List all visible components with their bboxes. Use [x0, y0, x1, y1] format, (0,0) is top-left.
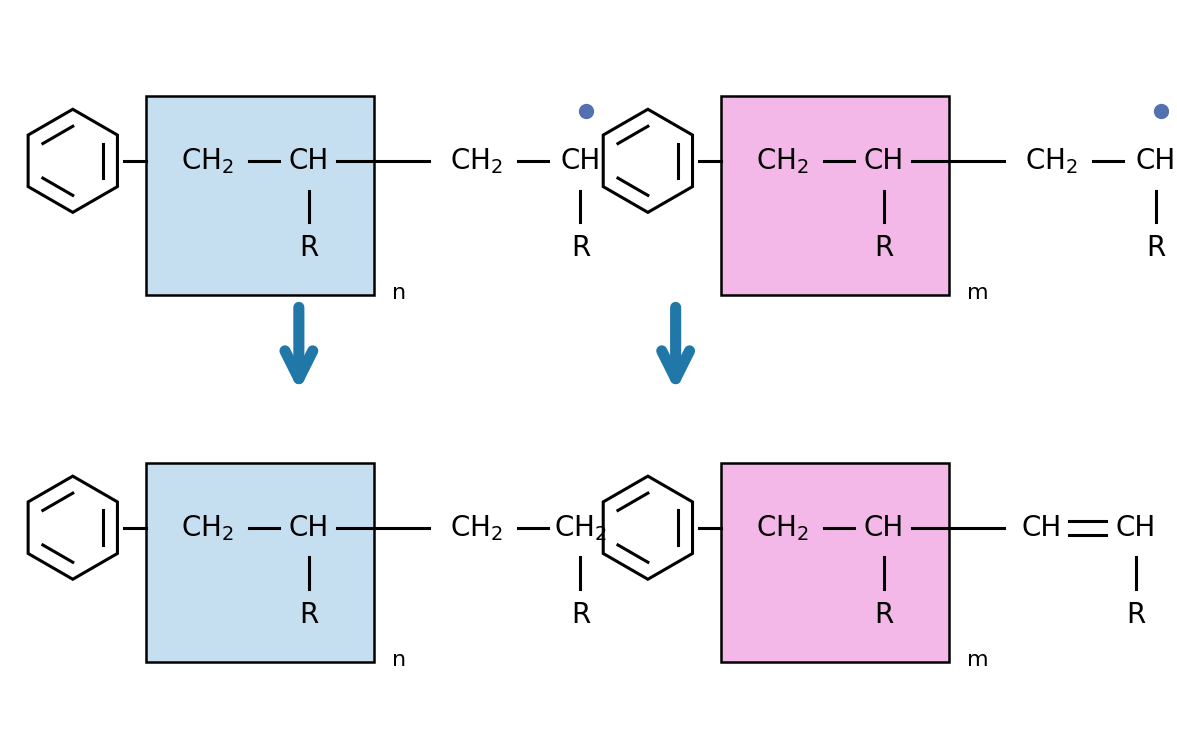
Text: R: R — [571, 234, 590, 262]
Text: CH: CH — [288, 514, 328, 542]
Text: CH$_2$: CH$_2$ — [554, 513, 607, 542]
Bar — [146, 463, 374, 661]
Text: CH: CH — [288, 147, 328, 175]
Text: CH$_2$: CH$_2$ — [1025, 146, 1078, 176]
Text: R: R — [1126, 601, 1145, 629]
Text: CH: CH — [864, 147, 904, 175]
Bar — [722, 463, 950, 661]
Text: R: R — [875, 234, 893, 262]
Text: CH$_2$: CH$_2$ — [757, 513, 809, 542]
Text: R: R — [571, 601, 590, 629]
Bar — [722, 97, 950, 294]
Text: CH$_2$: CH$_2$ — [181, 146, 234, 176]
Text: m: m — [967, 282, 989, 303]
Text: CH$_2$: CH$_2$ — [181, 513, 234, 542]
Text: CH: CH — [864, 514, 904, 542]
Text: R: R — [299, 601, 319, 629]
Text: R: R — [875, 601, 893, 629]
Text: m: m — [967, 649, 989, 670]
Text: CH$_2$: CH$_2$ — [450, 513, 503, 542]
Text: CH: CH — [1136, 147, 1176, 175]
Text: n: n — [392, 282, 406, 303]
Text: CH: CH — [1116, 514, 1156, 542]
Text: CH: CH — [560, 147, 600, 175]
Text: R: R — [1146, 234, 1165, 262]
Text: CH$_2$: CH$_2$ — [450, 146, 503, 176]
Text: n: n — [392, 649, 406, 670]
Bar — [146, 97, 374, 294]
Text: CH: CH — [1022, 514, 1062, 542]
Text: CH$_2$: CH$_2$ — [757, 146, 809, 176]
Text: R: R — [299, 234, 319, 262]
